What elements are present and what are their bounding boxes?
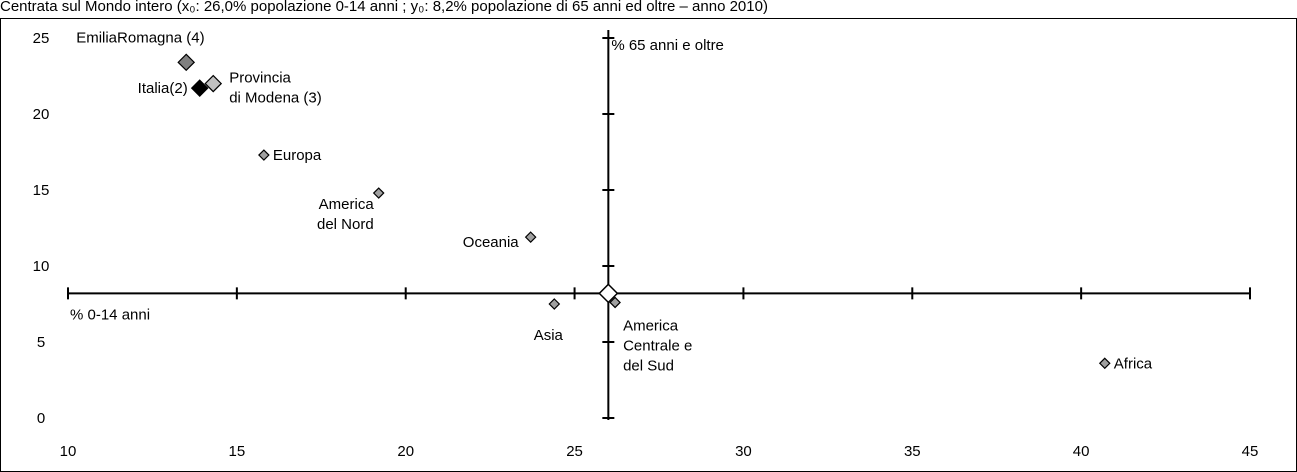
y-tick-label: 15 xyxy=(33,182,50,199)
data-label: Europa xyxy=(273,147,322,164)
y-tick-label: 5 xyxy=(37,334,45,351)
data-label: Asia xyxy=(534,327,564,344)
y-tick-label: 20 xyxy=(33,106,50,123)
center-marker xyxy=(598,283,619,304)
x-tick-label: 10 xyxy=(60,443,77,460)
labels-layer: EmiliaRomagna (4) Italia(2) Provincia di Mo… xyxy=(76,29,1153,374)
chart-title: Centrata sul Mondo intero (x₀: 26,0% pop… xyxy=(0,0,768,15)
data-label-line: del Nord xyxy=(317,216,374,233)
data-label-line: Africa xyxy=(1114,355,1153,372)
y-tick-label: 25 xyxy=(33,30,50,47)
data-label-line: Centrale e xyxy=(623,337,692,354)
data-point xyxy=(372,187,385,199)
data-label: America Centrale e del Sud xyxy=(623,317,692,374)
data-label: Africa xyxy=(1114,355,1153,372)
data-label-line: Oceania xyxy=(463,234,520,251)
data-point xyxy=(548,298,561,310)
data-point xyxy=(1098,357,1111,370)
data-point xyxy=(609,296,621,309)
x-tick-label: 25 xyxy=(566,443,583,460)
data-label-line: EmiliaRomagna (4) xyxy=(76,29,204,46)
data-label-line: America xyxy=(319,196,375,213)
data-label-line: Provincia xyxy=(229,70,291,87)
data-label: Oceania xyxy=(463,234,520,251)
y-tick-label: 0 xyxy=(37,410,45,427)
data-label: America del Nord xyxy=(317,196,374,233)
x-tick-label: 15 xyxy=(229,443,246,460)
data-label-line: America xyxy=(623,317,679,334)
data-label: EmiliaRomagna (4) xyxy=(76,29,204,46)
x-axis-label: % 0-14 anni xyxy=(70,306,150,323)
data-label-line: Asia xyxy=(534,327,564,344)
data-point xyxy=(177,53,196,72)
points-layer xyxy=(177,53,1111,370)
x-tick-label: 35 xyxy=(904,443,921,460)
x-tick-label: 40 xyxy=(1073,443,1090,460)
data-label-line: del Sud xyxy=(623,357,674,374)
y-axis-label: % 65 anni e oltre xyxy=(611,37,724,54)
x-tick-label: 20 xyxy=(397,443,414,460)
y-tick-label: 10 xyxy=(33,258,50,275)
data-label-line: di Modena (3) xyxy=(229,90,322,107)
data-point xyxy=(258,149,270,161)
data-label: Provincia di Modena (3) xyxy=(229,70,322,107)
data-point xyxy=(204,74,223,93)
data-point xyxy=(524,231,537,243)
x-tick-label: 30 xyxy=(735,443,752,460)
x-tick-label: 45 xyxy=(1242,443,1259,460)
axes-layer: 10 15 20 25 30 35 40 45 0 5 10 15 20 25 % 0-14 anni % 6… xyxy=(33,30,1259,460)
data-label-line: Europa xyxy=(273,147,322,164)
data-label-line: Italia(2) xyxy=(138,80,188,97)
data-point xyxy=(190,79,209,98)
data-label: Italia(2) xyxy=(138,80,188,97)
